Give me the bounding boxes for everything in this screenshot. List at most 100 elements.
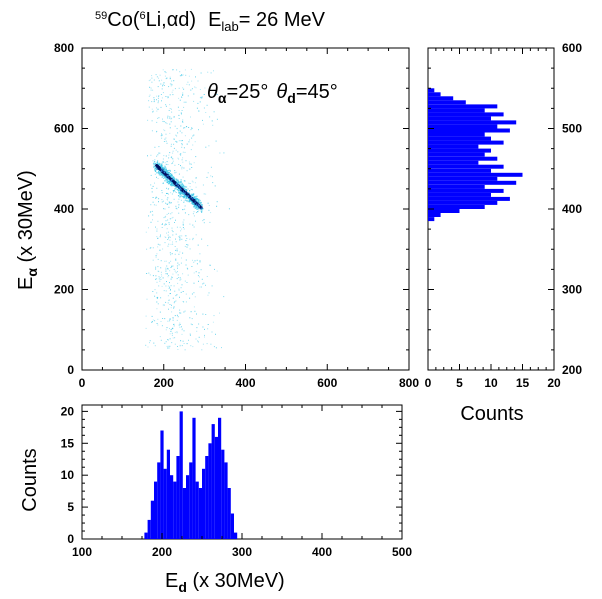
scatter-point <box>170 254 172 256</box>
scatter-point <box>161 162 163 164</box>
scatter-point <box>186 343 188 345</box>
scatter-point <box>151 321 153 323</box>
scatter-point <box>169 108 171 110</box>
scatter-point <box>185 301 187 303</box>
scatter-point <box>209 264 211 266</box>
scatter-point <box>177 201 179 203</box>
scatter-point <box>158 80 160 82</box>
scatter-point <box>171 157 173 159</box>
scatter-point <box>165 104 167 106</box>
scatter-point <box>204 334 205 336</box>
scatter-point <box>167 199 168 201</box>
scatter-point <box>156 107 157 109</box>
scatter-point <box>188 192 190 194</box>
scatter-point <box>178 189 180 191</box>
scatter-point <box>185 193 188 195</box>
scatter-point <box>181 113 182 115</box>
scatter-point <box>170 175 172 177</box>
scatter-point <box>156 164 158 167</box>
scatter-point <box>184 208 186 210</box>
scatter-point <box>173 191 174 193</box>
x-tick-label: 800 <box>399 376 419 390</box>
scatter-y-axis-label: Eα (x 30MeV) <box>15 170 40 290</box>
scatter-point <box>207 294 209 296</box>
d-xlabel-sub: d <box>178 579 187 595</box>
scatter-point <box>196 259 198 261</box>
scatter-point <box>163 129 165 131</box>
scatter-point <box>169 83 171 85</box>
scatter-point <box>156 168 158 170</box>
y-tick-label: 400 <box>562 202 582 216</box>
scatter-point <box>191 195 193 197</box>
scatter-point <box>193 162 195 164</box>
scatter-point <box>183 197 185 199</box>
scatter-point <box>192 237 194 239</box>
scatter-point <box>193 282 195 284</box>
scatter-point <box>169 116 171 118</box>
scatter-point <box>178 173 180 175</box>
scatter-point <box>185 126 187 128</box>
scatter-point <box>193 93 195 95</box>
scatter-point <box>163 200 164 202</box>
scatter-point <box>173 177 175 179</box>
scatter-point <box>194 86 196 88</box>
alpha-bar <box>428 188 504 193</box>
scatter-point <box>171 180 174 182</box>
scatter-point <box>170 145 172 147</box>
scatter-point <box>205 112 207 113</box>
scatter-point <box>184 205 186 207</box>
scatter-point <box>196 327 198 329</box>
scatter-point <box>180 199 182 201</box>
scatter-point <box>186 198 188 200</box>
scatter-point <box>163 171 166 174</box>
scatter-point <box>157 237 159 239</box>
scatter-point <box>155 275 157 277</box>
scatter-point <box>171 253 173 255</box>
scatter-point <box>167 115 169 117</box>
scatter-point <box>158 77 159 79</box>
scatter-point <box>194 260 196 262</box>
scatter-point <box>206 104 208 106</box>
alpha-bar <box>428 136 491 141</box>
theta-d-symbol: θ <box>276 81 287 103</box>
scatter-point <box>182 301 184 302</box>
scatter-point <box>170 184 172 187</box>
scatter-point <box>170 307 172 309</box>
scatter-point <box>196 200 198 202</box>
scatter-point <box>166 179 168 181</box>
scatter-point <box>178 198 180 200</box>
scatter-point <box>175 233 177 235</box>
scatter-point <box>180 140 182 142</box>
scatter-point <box>187 188 189 190</box>
scatter-point <box>182 183 184 186</box>
title-element: Co( <box>107 9 140 31</box>
scatter-point <box>183 311 185 313</box>
scatter-point <box>157 270 159 272</box>
scatter-point <box>157 109 159 111</box>
scatter-point <box>210 72 212 74</box>
scatter-point <box>165 178 167 181</box>
scatter-point <box>172 317 174 319</box>
scatter-point <box>203 222 205 224</box>
scatter-point <box>207 324 209 325</box>
scatter-point <box>174 181 176 183</box>
scatter-point <box>179 277 181 279</box>
scatter-point <box>168 223 170 225</box>
scatter-point <box>161 97 163 99</box>
scatter-point <box>157 86 159 88</box>
scatter-point <box>191 324 193 326</box>
scatter-point <box>179 322 181 324</box>
scatter-point <box>180 181 182 183</box>
scatter-point <box>171 265 173 267</box>
scatter-point <box>181 284 183 286</box>
scatter-point <box>202 184 204 186</box>
scatter-point <box>181 333 183 335</box>
scatter-point <box>197 211 199 213</box>
scatter-point <box>162 182 164 184</box>
scatter-point <box>159 152 161 154</box>
scatter-point <box>196 205 199 207</box>
scatter-point <box>169 218 171 220</box>
scatter-point <box>166 265 168 267</box>
scatter-point <box>167 174 169 177</box>
